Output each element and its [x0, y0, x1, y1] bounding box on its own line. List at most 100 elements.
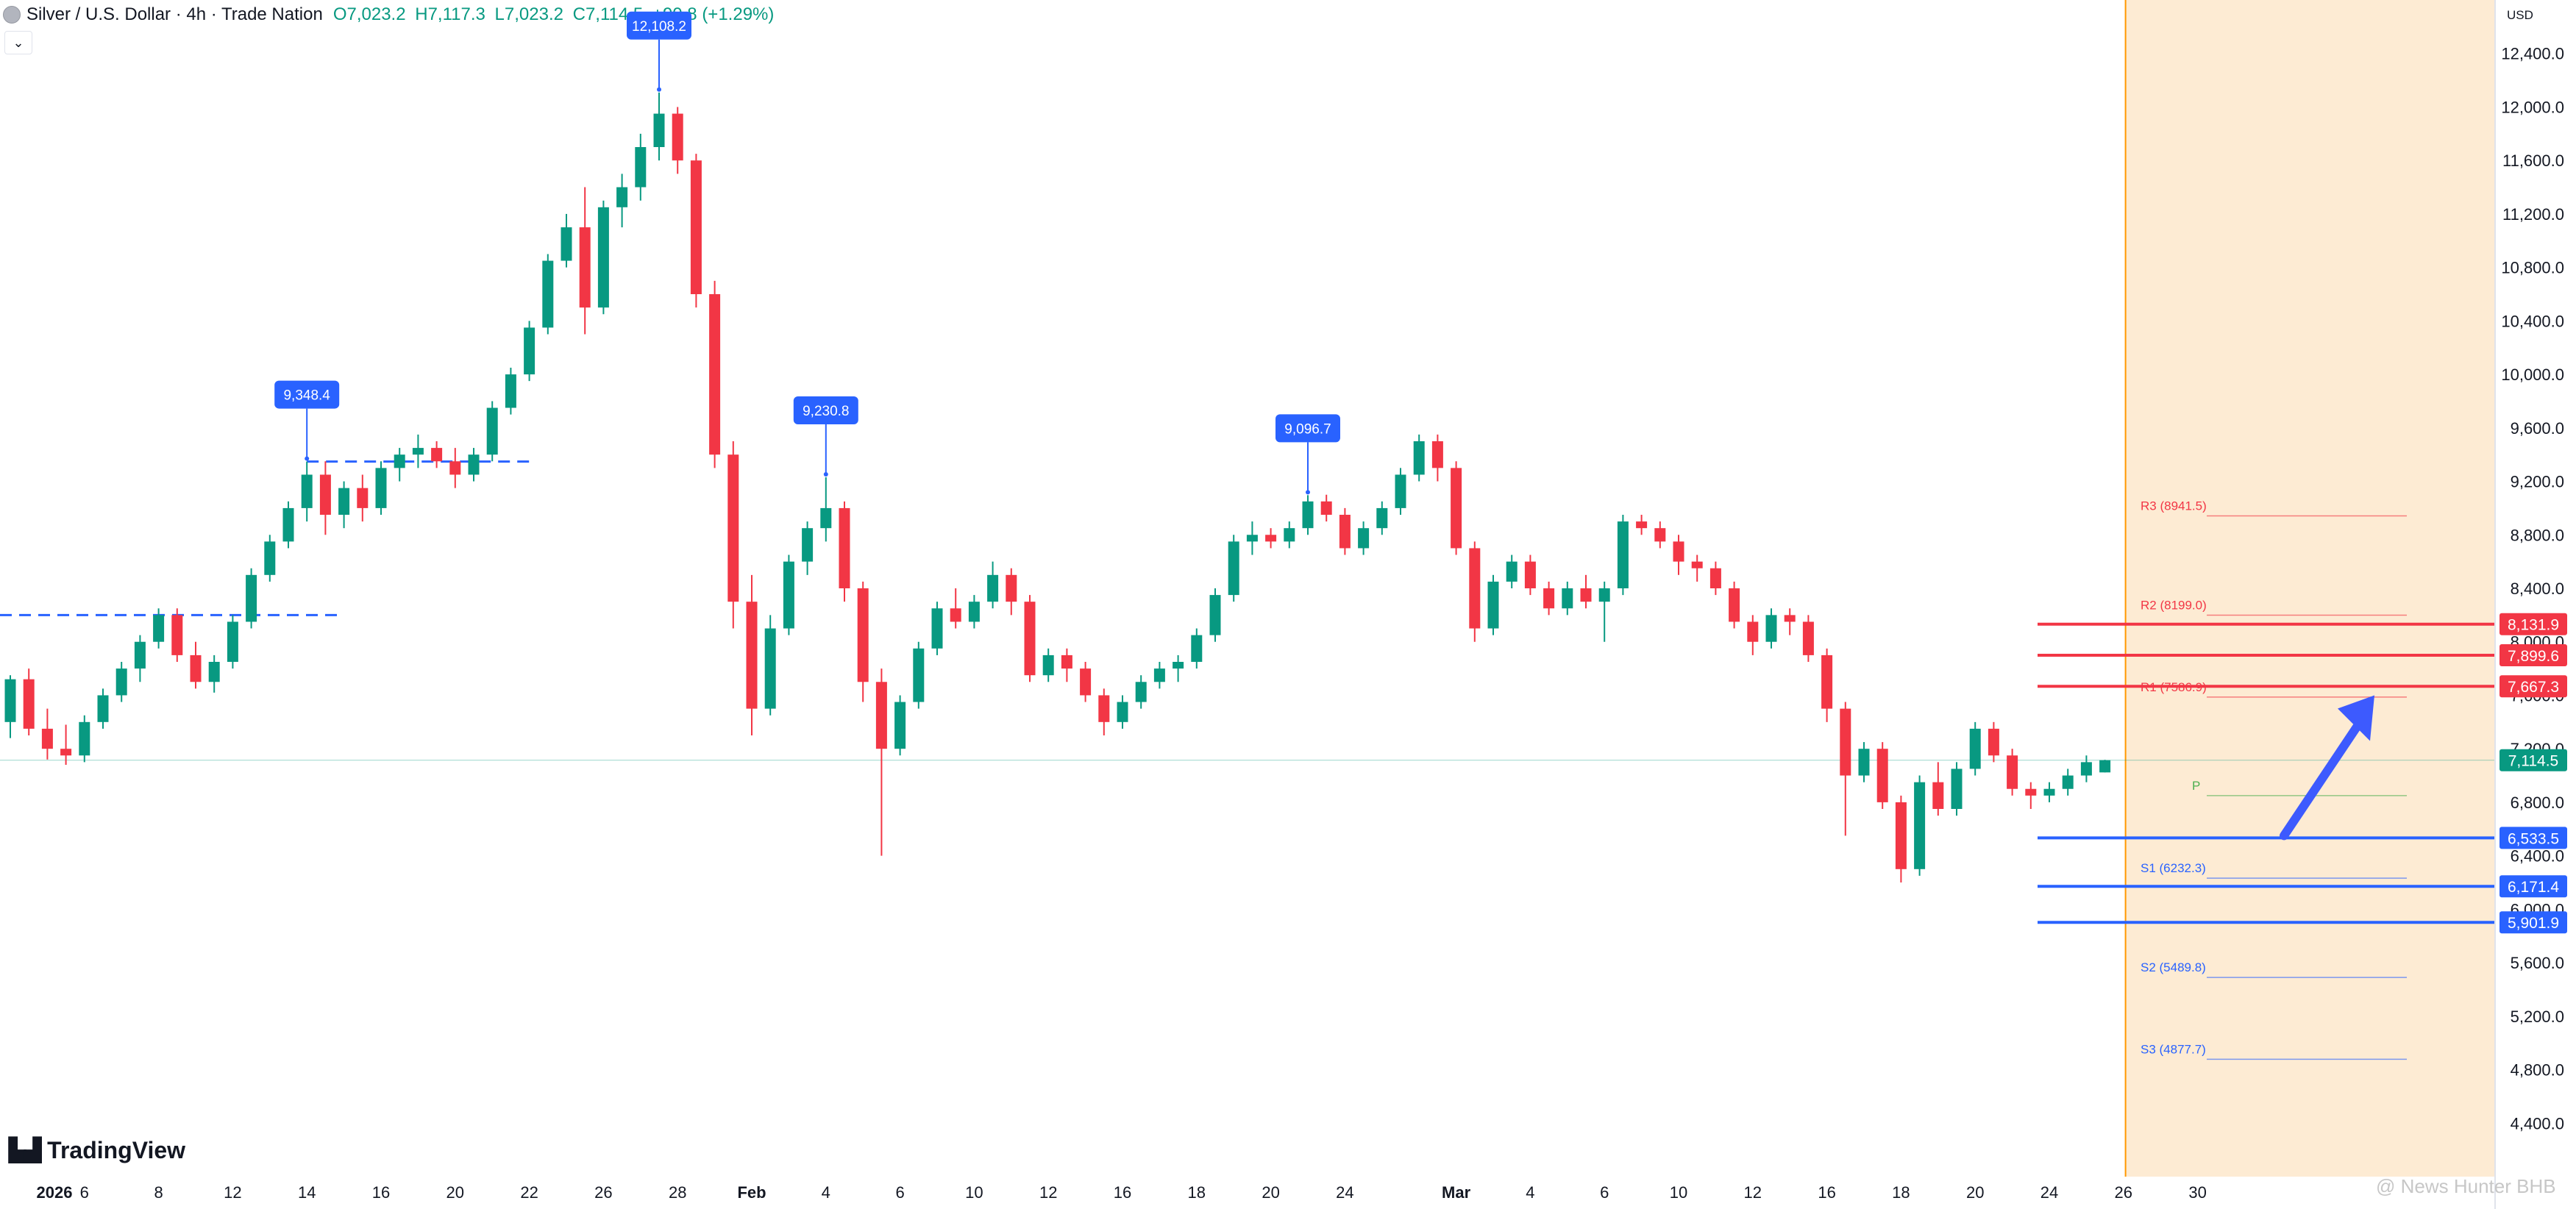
time-tick-label: 8: [154, 1183, 163, 1202]
price-tag-resistance[interactable]: [2499, 675, 2567, 698]
candle-down: [1265, 535, 1277, 542]
price-callout-label: 12,108.2: [632, 19, 686, 35]
candle-up: [4, 679, 16, 722]
price-tag-resistance[interactable]: [2499, 613, 2567, 635]
time-tick-label: 22: [520, 1183, 538, 1202]
candle-up: [2043, 788, 2055, 796]
candle-down: [857, 588, 869, 682]
candle-up: [1562, 588, 1573, 609]
candle-up: [1135, 682, 1147, 702]
price-tick-label: 5,600.0: [2511, 954, 2564, 972]
candle-up: [153, 615, 165, 642]
callout-dot: [1306, 490, 1310, 495]
levels-layer: R3 (8941.5)R2 (8199.0)R1 (7586.9)PS1 (62…: [0, 460, 2495, 1060]
candle-up: [913, 648, 925, 702]
price-tick-label: 9,600.0: [2511, 419, 2564, 438]
last-price-label: 7,114.5: [2508, 753, 2559, 770]
time-tick-label: 20: [446, 1183, 464, 1202]
last-price-tag[interactable]: [2499, 749, 2567, 771]
time-axis[interactable]: 2026 6 8 12 14 16 20 22 26 28 Feb 4 6 10 12 16 18 20 24 Mar…: [37, 1183, 2207, 1202]
pivot-label: R2 (8199.0): [2141, 599, 2207, 613]
price-tick-label: 4,800.0: [2511, 1061, 2564, 1080]
price-tick-label: 4,400.0: [2511, 1114, 2564, 1133]
time-tick-label: 4: [1526, 1183, 1534, 1202]
candle-up: [338, 488, 350, 515]
time-tick-label: 20: [1262, 1183, 1279, 1202]
price-tick-label: 9,200.0: [2511, 473, 2564, 491]
pivot-label: S2 (5489.8): [2141, 960, 2206, 974]
candle-down: [449, 461, 461, 475]
pivot-label: P: [2192, 779, 2200, 793]
candle-down: [41, 728, 53, 749]
candle-up: [1191, 635, 1203, 662]
time-tick-label: 24: [2040, 1183, 2058, 1202]
time-tick-label: Feb: [737, 1183, 766, 1202]
price-tag-label: 7,667.3: [2508, 679, 2559, 696]
candle-down: [1988, 728, 1999, 756]
time-tick-label: 16: [1114, 1183, 1131, 1202]
price-tag-label: 6,171.4: [2508, 879, 2559, 896]
candle-up: [246, 574, 257, 622]
candle-up: [97, 695, 109, 722]
price-callout-label: 9,096.7: [1284, 421, 1331, 437]
candle-up: [764, 628, 776, 709]
candle-down: [1932, 782, 1944, 809]
candle-up: [1117, 702, 1128, 722]
collapse-legend-button[interactable]: ⌄: [4, 31, 32, 54]
candle-down: [1431, 441, 1443, 468]
candle-down: [1709, 568, 1721, 588]
time-tick-label: 18: [1188, 1183, 1206, 1202]
price-axis[interactable]: USD4,400.04,800.05,200.05,600.06,000.06,…: [2494, 0, 2576, 1209]
callout-dot: [657, 87, 661, 92]
candle-up: [1228, 541, 1239, 596]
candle-up: [1506, 561, 1518, 582]
candle-up: [486, 407, 498, 455]
price-tag-support[interactable]: [2499, 875, 2567, 898]
pivot-label: S1 (6232.3): [2141, 861, 2206, 875]
price-callout-label: 9,230.8: [803, 404, 849, 419]
candle-up: [597, 207, 609, 308]
candle-up: [115, 668, 127, 696]
candle-down: [579, 227, 591, 308]
tradingview-logo-text: TradingView: [47, 1137, 186, 1163]
price-callout[interactable]: [793, 396, 858, 424]
candle-up: [1617, 521, 1629, 588]
candle-up: [783, 561, 794, 629]
candle-down: [2025, 788, 2037, 796]
candle-down: [431, 448, 443, 462]
tradingview-logo[interactable]: ▙▟ TradingView: [9, 1137, 185, 1164]
candle-down: [1840, 708, 1851, 776]
candle-up: [208, 662, 220, 682]
time-tick-label: Mar: [1442, 1183, 1471, 1202]
candle-down: [1524, 561, 1536, 588]
price-tag-support[interactable]: [2499, 911, 2567, 934]
symbol-icon[interactable]: [3, 6, 21, 24]
candle-up: [1042, 655, 1054, 676]
time-tick-label: 16: [1818, 1183, 1835, 1202]
symbol-title[interactable]: Silver / U.S. Dollar · 4h · Trade Nation: [26, 4, 323, 24]
price-callout[interactable]: [274, 380, 340, 409]
price-tick-label: 8,400.0: [2511, 579, 2564, 598]
candle-up: [227, 621, 238, 662]
price-callout[interactable]: [1275, 414, 1340, 443]
candle-up: [301, 474, 313, 508]
candle-up: [1858, 749, 1870, 776]
price-tag-resistance[interactable]: [2499, 643, 2567, 666]
price-tick-label: 6,800.0: [2511, 793, 2564, 812]
candle-down: [1024, 602, 1036, 676]
candle-up: [968, 602, 980, 622]
callout-dot: [305, 456, 310, 461]
price-tag-support[interactable]: [2499, 827, 2567, 849]
price-callout[interactable]: [627, 11, 691, 40]
price-tick-label: 5,200.0: [2511, 1008, 2564, 1026]
candle-up: [542, 260, 554, 328]
candle-up: [1246, 535, 1258, 542]
tradingview-logo-icon: ▙▟: [9, 1138, 41, 1163]
currency-label: USD: [2507, 8, 2533, 22]
price-tick-label: 10,000.0: [2501, 365, 2564, 384]
ohlc-low: L7,023.2: [494, 4, 563, 24]
candle-up: [894, 702, 906, 749]
price-tag-label: 7,899.6: [2508, 648, 2559, 665]
candle-down: [690, 160, 702, 294]
